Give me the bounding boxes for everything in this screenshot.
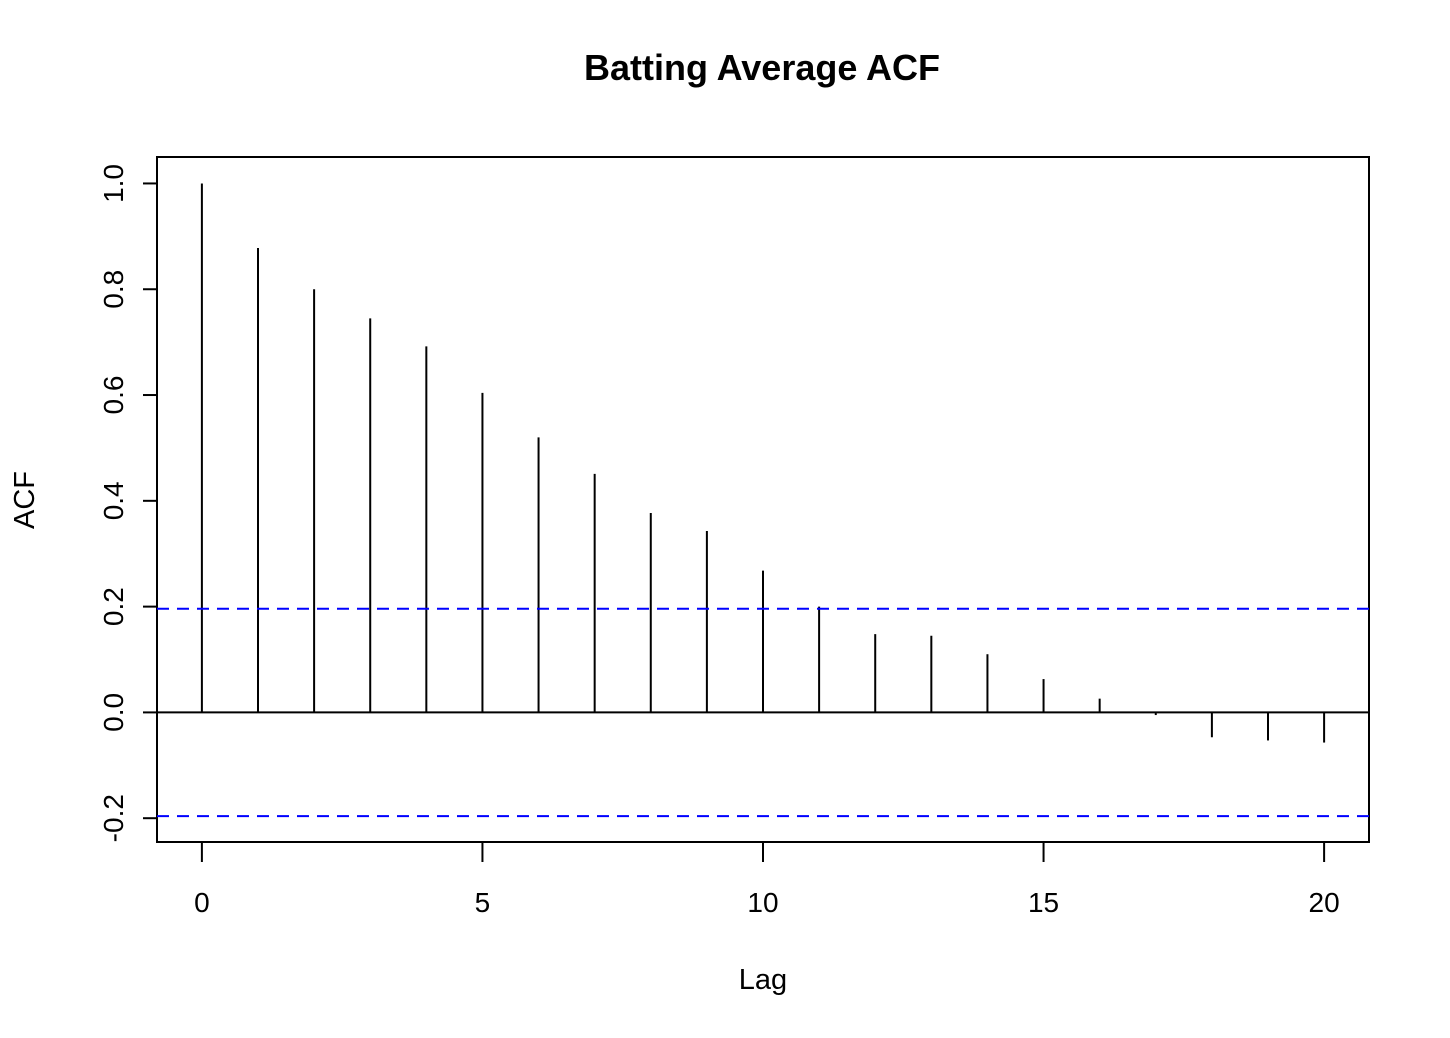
x-tick-label: 15 <box>1028 887 1059 918</box>
confidence-bands <box>157 607 1369 818</box>
y-tick-label: 0.0 <box>98 693 129 732</box>
y-tick-label: 0.2 <box>98 587 129 626</box>
x-axis: 0 5 10 15 20 <box>194 841 1340 918</box>
x-axis-label: Lag <box>739 964 787 996</box>
y-axis-label: ACF <box>9 471 41 529</box>
y-tick-label: 0.4 <box>98 481 129 520</box>
y-axis: -0.2 0.0 0.2 0.4 0.6 0.8 1.0 <box>98 164 158 842</box>
acf-bars <box>157 183 1369 743</box>
y-tick-label: 0.8 <box>98 270 129 309</box>
y-tick-label: 0.6 <box>98 376 129 415</box>
x-tick-label: 10 <box>747 887 778 918</box>
x-tick-label: 5 <box>475 887 491 918</box>
plot-frame <box>156 156 1370 843</box>
y-tick-label: -0.2 <box>98 794 129 842</box>
y-tick-label: 1.0 <box>98 164 129 203</box>
chart-title: Batting Average ACF <box>584 47 940 88</box>
x-tick-label: 0 <box>194 887 210 918</box>
x-tick-label: 20 <box>1309 887 1340 918</box>
